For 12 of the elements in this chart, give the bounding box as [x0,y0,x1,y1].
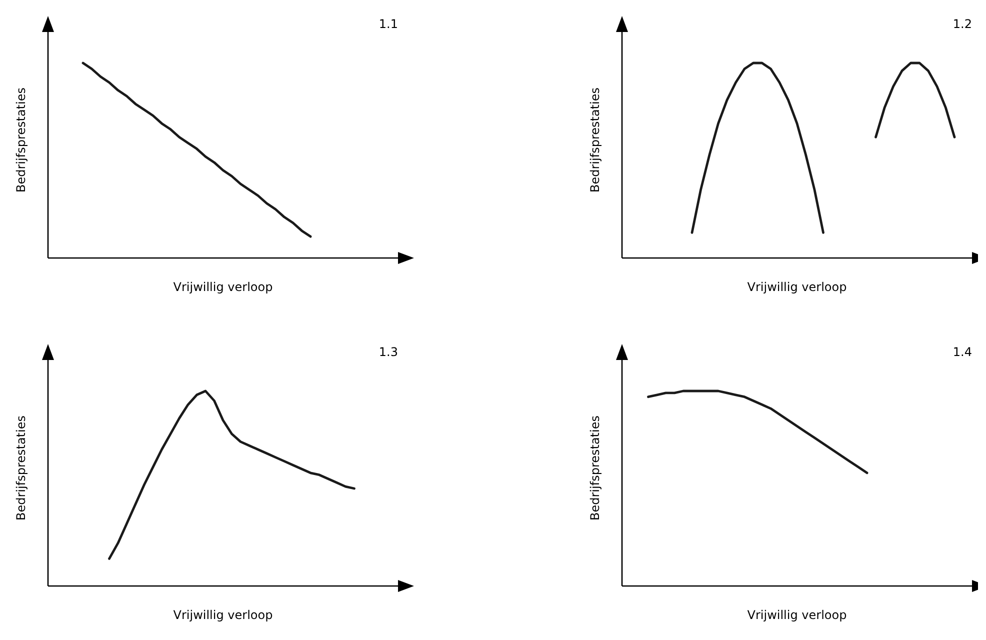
x-axis-title: Vrijwillig verloop [747,280,847,294]
x-axis-title: Vrijwillig verloop [747,608,847,622]
chart-title: 1.3 [378,345,398,359]
chart-title: 1.1 [378,17,398,31]
chart-title: 1.4 [952,345,972,359]
x-axis-title: Vrijwillig verloop [173,608,273,622]
y-axis-title: Bedrijfsprestaties [14,416,28,520]
x-axis-title: Vrijwillig verloop [173,280,273,294]
y-axis-title: Bedrijfsprestaties [14,88,28,192]
y-axis-title: Bedrijfsprestaties [588,416,602,520]
y-axis-title: Bedrijfsprestaties [588,88,602,192]
chart-title: 1.2 [952,17,972,31]
